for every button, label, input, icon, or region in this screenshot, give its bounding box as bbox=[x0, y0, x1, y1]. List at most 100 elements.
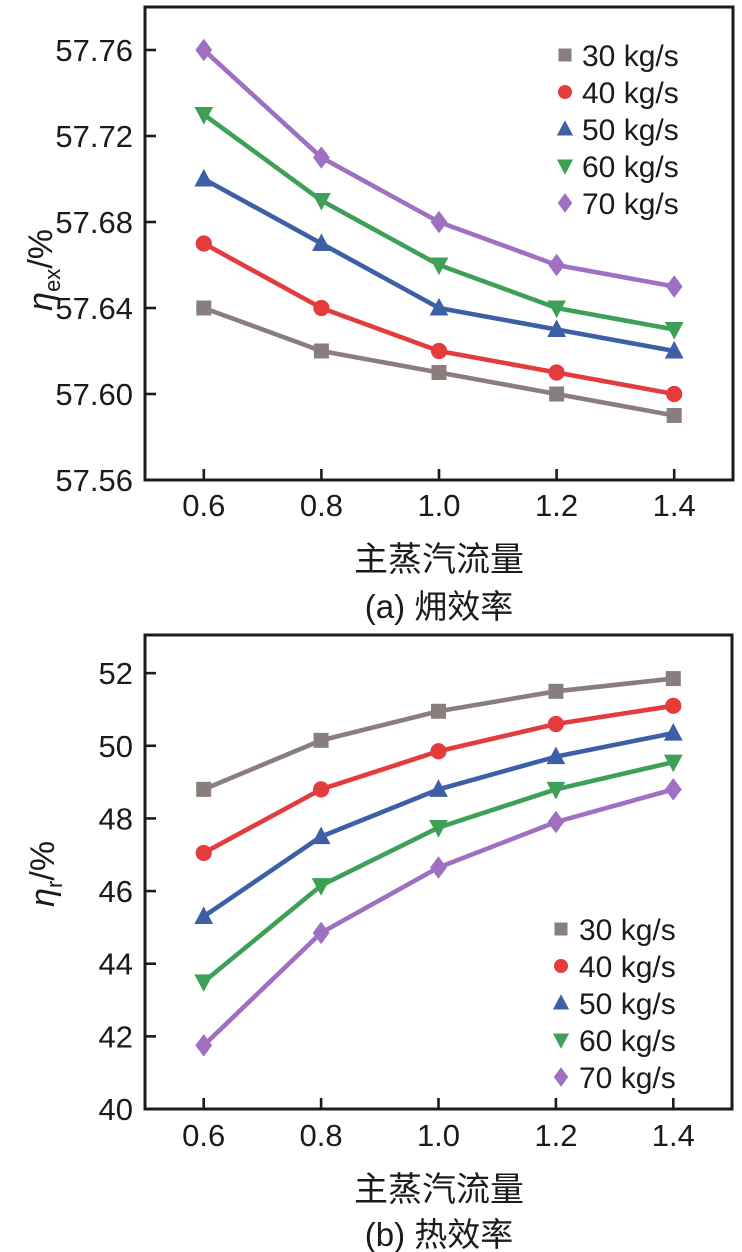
data-marker-diamond bbox=[430, 856, 447, 879]
legend-label: 40 kg/s bbox=[579, 951, 676, 984]
caption-a-text: 㶲效率 bbox=[414, 590, 514, 626]
legend-label: 30 kg/s bbox=[582, 40, 679, 73]
data-marker-circle bbox=[430, 743, 447, 760]
data-marker-triangle-up bbox=[312, 233, 331, 251]
caption-b-prefix: (b) bbox=[364, 1216, 406, 1252]
data-marker-circle bbox=[548, 364, 565, 381]
data-marker-square bbox=[431, 365, 447, 380]
data-marker-triangle-down bbox=[311, 878, 331, 896]
legend-label: 60 kg/s bbox=[579, 1025, 676, 1058]
data-marker-triangle-up bbox=[547, 319, 566, 337]
x-tick-label: 0.8 bbox=[300, 488, 343, 523]
data-marker-square bbox=[196, 300, 212, 316]
legend-marker-triangle-down bbox=[556, 159, 574, 175]
data-marker-triangle-up bbox=[663, 722, 683, 741]
data-marker-square bbox=[313, 343, 329, 359]
legend-label: 70 kg/s bbox=[579, 1062, 676, 1095]
y-tick-label: 57.72 bbox=[55, 119, 133, 154]
data-marker-diamond bbox=[195, 38, 213, 62]
y-tick-label: 42 bbox=[99, 1019, 133, 1054]
legend-marker-diamond bbox=[553, 1067, 569, 1087]
x-tick-label: 0.6 bbox=[182, 488, 225, 523]
legend-marker-square bbox=[554, 922, 568, 936]
y-tick-label: 44 bbox=[99, 947, 133, 982]
unit-text: /% bbox=[22, 228, 61, 269]
eta-subscript: r bbox=[41, 880, 67, 888]
y-tick-label: 46 bbox=[99, 874, 133, 909]
x-tick-label: 1.4 bbox=[652, 1118, 695, 1153]
data-marker-triangle-up bbox=[194, 906, 214, 924]
legend-marker-triangle-up bbox=[556, 120, 574, 136]
data-marker-diamond bbox=[547, 810, 565, 834]
legend-marker-square bbox=[558, 48, 572, 62]
data-marker-triangle-down bbox=[664, 322, 684, 340]
legend-label: 40 kg/s bbox=[582, 77, 679, 110]
x-tick-label: 1.0 bbox=[417, 488, 460, 523]
data-marker-triangle-down bbox=[546, 781, 566, 800]
data-marker-square bbox=[548, 683, 564, 699]
unit-text: /% bbox=[24, 840, 63, 881]
data-marker-triangle-up bbox=[664, 340, 684, 359]
y-tick-label: 57.68 bbox=[55, 205, 133, 240]
data-marker-circle bbox=[195, 844, 212, 862]
data-marker-square bbox=[549, 386, 565, 402]
data-marker-circle bbox=[313, 299, 330, 317]
data-marker-circle bbox=[195, 235, 212, 252]
x-tick-label: 1.0 bbox=[417, 1118, 460, 1153]
caption-b: (b) 热效率 bbox=[145, 1208, 733, 1252]
y-tick-label: 40 bbox=[99, 1092, 133, 1127]
legend-marker-diamond bbox=[557, 193, 573, 213]
data-marker-triangle-up bbox=[546, 746, 566, 765]
x-tick-label: 1.2 bbox=[534, 1118, 577, 1153]
legend-label: 50 kg/s bbox=[579, 988, 676, 1021]
data-marker-triangle-up bbox=[429, 297, 449, 316]
y-tick-label: 48 bbox=[99, 801, 133, 836]
series-line-30kgs bbox=[201, 676, 676, 792]
y-axis-label-a: ηex/% bbox=[22, 110, 66, 430]
x-axis-label-a: 主蒸汽流量 bbox=[354, 542, 524, 579]
data-marker-triangle-up bbox=[194, 168, 214, 187]
data-marker-triangle-down bbox=[663, 754, 683, 773]
plot-frame bbox=[143, 5, 735, 482]
data-marker-diamond bbox=[548, 253, 565, 277]
legend-marker-circle bbox=[553, 958, 569, 974]
y-tick-label: 57.60 bbox=[55, 377, 133, 412]
y-tick-label: 57.76 bbox=[55, 33, 133, 68]
data-marker-triangle-down bbox=[429, 257, 449, 276]
data-marker-triangle-up bbox=[429, 779, 448, 797]
series-line-30kgs bbox=[201, 305, 677, 418]
data-marker-square bbox=[196, 781, 212, 797]
x-axis-label-b: 主蒸汽流量 bbox=[354, 1172, 524, 1209]
eta-subscript: ex bbox=[39, 268, 65, 292]
data-marker-circle bbox=[666, 385, 683, 403]
legend-label: 30 kg/s bbox=[579, 914, 676, 947]
y-tick-label: 50 bbox=[99, 729, 133, 764]
data-marker-square bbox=[666, 408, 682, 423]
data-marker-square bbox=[665, 671, 681, 687]
legend-marker-triangle-up bbox=[552, 994, 570, 1010]
data-marker-circle bbox=[430, 342, 448, 360]
data-marker-diamond bbox=[430, 210, 448, 234]
data-marker-diamond bbox=[665, 275, 683, 298]
y-tick-label: 57.56 bbox=[55, 463, 133, 498]
legend-marker-circle bbox=[557, 84, 573, 100]
eta-symbol: η bbox=[22, 291, 61, 311]
data-marker-circle bbox=[547, 715, 565, 733]
data-marker-diamond bbox=[195, 1034, 213, 1057]
y-axis-label-b: ηr/% bbox=[24, 714, 68, 1034]
caption-b-text: 热效率 bbox=[414, 1218, 514, 1252]
data-marker-triangle-down bbox=[194, 107, 214, 125]
data-marker-triangle-down bbox=[547, 300, 566, 319]
data-marker-square bbox=[431, 703, 446, 719]
x-tick-label: 1.2 bbox=[535, 488, 578, 523]
data-marker-circle bbox=[665, 697, 682, 714]
data-marker-diamond bbox=[313, 146, 330, 169]
data-marker-diamond bbox=[312, 921, 330, 945]
legend-label: 50 kg/s bbox=[582, 114, 679, 147]
legend-label: 70 kg/s bbox=[582, 188, 679, 221]
y-tick-label: 52 bbox=[99, 656, 133, 691]
x-tick-label: 1.4 bbox=[653, 488, 696, 523]
data-marker-triangle-down bbox=[312, 193, 331, 211]
chart-a: 57.56 57.60 57.64 57.68 57.72 57.76 0.6 0.8 1.0 1… bbox=[55, 5, 735, 523]
